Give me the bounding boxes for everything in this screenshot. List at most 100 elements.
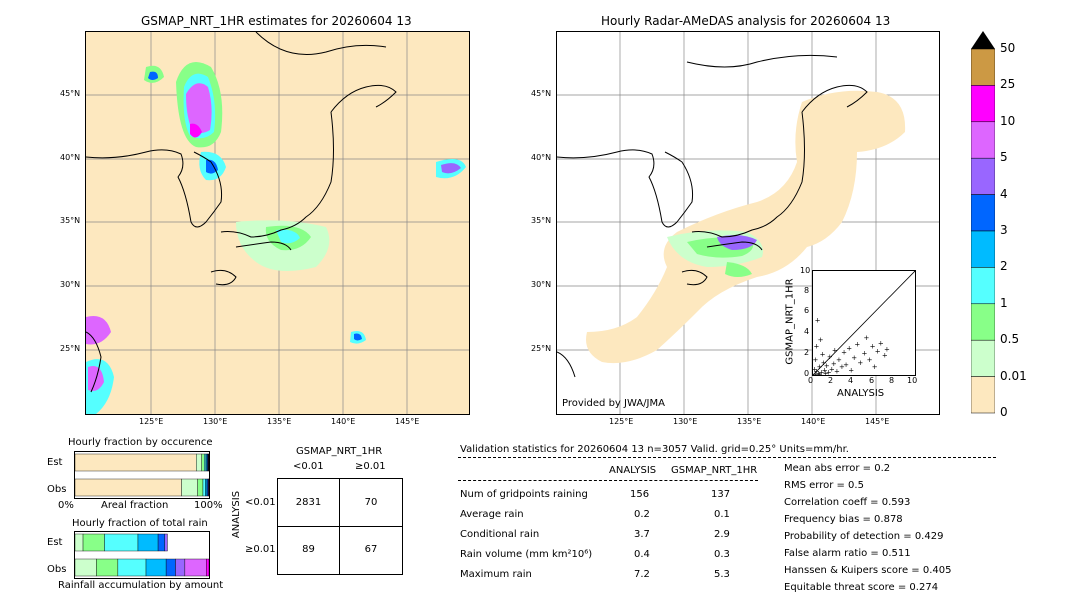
- left-lon-label: 130°E: [203, 417, 228, 426]
- validation-row-label: Num of gridpoints raining: [460, 489, 588, 500]
- validation-row-label: Rain volume (mm km²10⁶): [460, 549, 593, 560]
- bar-segment: [157, 533, 165, 552]
- validation-row-analysis: 3.7: [634, 529, 650, 540]
- left-lon-label: 135°E: [267, 417, 292, 426]
- colorbar-label: 0.01: [1000, 368, 1027, 383]
- colorbar-extend-arrow: [971, 31, 995, 49]
- totalrain-xlabel: Rainfall accumulation by amount: [58, 580, 224, 591]
- scatter-point: +: [839, 363, 845, 371]
- bar-segment: [205, 478, 208, 497]
- right-lon-label: 130°E: [673, 417, 698, 426]
- scatter-point: +: [816, 369, 822, 375]
- scatter-point: +: [834, 367, 840, 375]
- colorbar-block: [971, 230, 995, 268]
- score-item: Mean abs error = 0.2: [784, 463, 891, 474]
- colorbar-block: [971, 157, 995, 195]
- scatter-point: +: [829, 365, 835, 373]
- left-map-rain: [86, 62, 466, 414]
- colorbar-graphic: [971, 31, 995, 414]
- bar-segment: [137, 533, 159, 552]
- scatter-xtick: 0: [808, 376, 814, 385]
- score-item: Hanssen & Kuipers score = 0.405: [784, 565, 952, 576]
- scatter-point: +: [882, 352, 888, 360]
- scatter-ylabel: GSMAP_NRT_1HR: [784, 278, 796, 365]
- scatter-point: +: [815, 316, 821, 324]
- scatter-xtick: 10: [907, 376, 918, 385]
- colorbar-label: 1: [1000, 295, 1008, 310]
- scatter-point: +: [817, 370, 823, 375]
- right-lat-label: 45°N: [531, 89, 552, 98]
- scatter-xtick: 4: [848, 376, 854, 385]
- right-lon-label: 140°E: [801, 417, 826, 426]
- bar-segment: [145, 558, 167, 577]
- scatter-point: +: [814, 342, 820, 350]
- scatter-point: +: [818, 336, 824, 344]
- right-lon-label: 145°E: [865, 417, 890, 426]
- scatter-diagonal: [812, 270, 916, 376]
- totalrain-axes: [74, 531, 210, 579]
- bar-segment: [104, 533, 139, 552]
- scatter-point: +: [851, 354, 857, 362]
- scatter-point: +: [824, 362, 830, 370]
- colorbar-label: 4: [1000, 186, 1008, 201]
- bar-segment: [82, 533, 105, 552]
- scatter-point: +: [820, 351, 826, 359]
- scatter-point: +: [878, 339, 884, 347]
- colorbar-block: [971, 121, 995, 159]
- scatter-point: +: [836, 356, 842, 364]
- scatter-point: +: [827, 353, 833, 361]
- right-map-canvas: [557, 32, 939, 414]
- validation-row-gsmap: 2.9: [714, 529, 730, 540]
- bar-segment: [74, 558, 97, 577]
- scatter-point: +: [843, 361, 849, 369]
- validation-row-gsmap: 0.3: [714, 549, 730, 560]
- scatter-point: +: [826, 368, 832, 375]
- scatter-xlabel: ANALYSIS: [837, 388, 885, 399]
- colorbar-block: [971, 194, 995, 232]
- scatter-point: +: [846, 344, 852, 352]
- totalrain-obs-label: Obs: [47, 564, 67, 575]
- scatter-point: +: [867, 356, 873, 364]
- scatter-point: +: [864, 334, 870, 342]
- scatter-point: +: [822, 366, 828, 374]
- scatter-point: +: [848, 366, 854, 374]
- colorbar-label: 3: [1000, 223, 1008, 237]
- scatter-ytick: 0: [804, 369, 810, 378]
- bar-segment: [74, 478, 182, 497]
- right-lat-label: 25°N: [531, 344, 552, 353]
- scatter-point: +: [831, 360, 837, 368]
- validation-row-analysis: 0.2: [634, 509, 650, 520]
- bar-segment: [164, 533, 168, 552]
- left-lon-label: 140°E: [331, 417, 356, 426]
- occurrence-bars: [74, 453, 210, 497]
- occurrence-est-label: Est: [47, 457, 63, 468]
- left-lon-label: 125°E: [139, 417, 164, 426]
- scatter-point: +: [823, 369, 829, 375]
- validation-subdivider: [458, 480, 758, 481]
- left-lon-label: 145°E: [395, 417, 420, 426]
- left-lat-label: 45°N: [60, 89, 81, 98]
- scatter-point: +: [884, 346, 890, 354]
- bar-segment: [184, 558, 207, 577]
- colorbar-block: [971, 267, 995, 305]
- scatter-point: +: [819, 368, 825, 375]
- bar-segment: [117, 558, 147, 577]
- validation-row-analysis: 0.4: [634, 549, 650, 560]
- scatter-xtick: 8: [889, 376, 895, 385]
- scatter-inset: + + + + + + + + + + + + + + + + + + + + + + + + + + + + + + + + + + + + + + + +…: [782, 266, 922, 406]
- right-map-title: Hourly Radar-AMeDAS analysis for 2026060…: [601, 14, 891, 28]
- credit-text: Provided by JWA/JMA: [562, 398, 665, 409]
- right-map-coastline: [557, 54, 868, 378]
- colorbar-label: 2: [1000, 259, 1008, 274]
- colorbar-label: 0.5: [1000, 332, 1020, 347]
- bar-segment: [206, 558, 210, 577]
- totalrain-est-label: Est: [47, 537, 63, 548]
- left-lat-label: 25°N: [60, 344, 81, 353]
- contingency-cell: 89: [302, 544, 315, 555]
- contingency-col2: ≥0.01: [355, 461, 386, 472]
- occurrence-xlabel: Areal fraction: [101, 500, 169, 511]
- scatter-point: +: [821, 359, 827, 367]
- validation-row-label: Maximum rain: [460, 569, 532, 580]
- bar-segment: [74, 453, 197, 472]
- colorbar-block: [971, 339, 995, 377]
